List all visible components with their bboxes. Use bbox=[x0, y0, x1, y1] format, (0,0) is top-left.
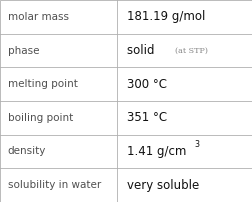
Text: 300 °C: 300 °C bbox=[127, 78, 167, 91]
Text: 351 °C: 351 °C bbox=[127, 111, 167, 124]
Text: (at STP): (at STP) bbox=[175, 46, 208, 55]
Text: boiling point: boiling point bbox=[8, 113, 73, 123]
Text: molar mass: molar mass bbox=[8, 12, 69, 22]
Text: density: density bbox=[8, 146, 46, 157]
Text: solid: solid bbox=[127, 44, 162, 57]
Text: melting point: melting point bbox=[8, 79, 77, 89]
Text: solubility in water: solubility in water bbox=[8, 180, 101, 190]
Text: 181.19 g/mol: 181.19 g/mol bbox=[127, 10, 206, 23]
Text: phase: phase bbox=[8, 45, 39, 56]
Text: 3: 3 bbox=[194, 140, 199, 149]
Text: very soluble: very soluble bbox=[127, 179, 200, 192]
Text: 1.41 g/cm: 1.41 g/cm bbox=[127, 145, 187, 158]
